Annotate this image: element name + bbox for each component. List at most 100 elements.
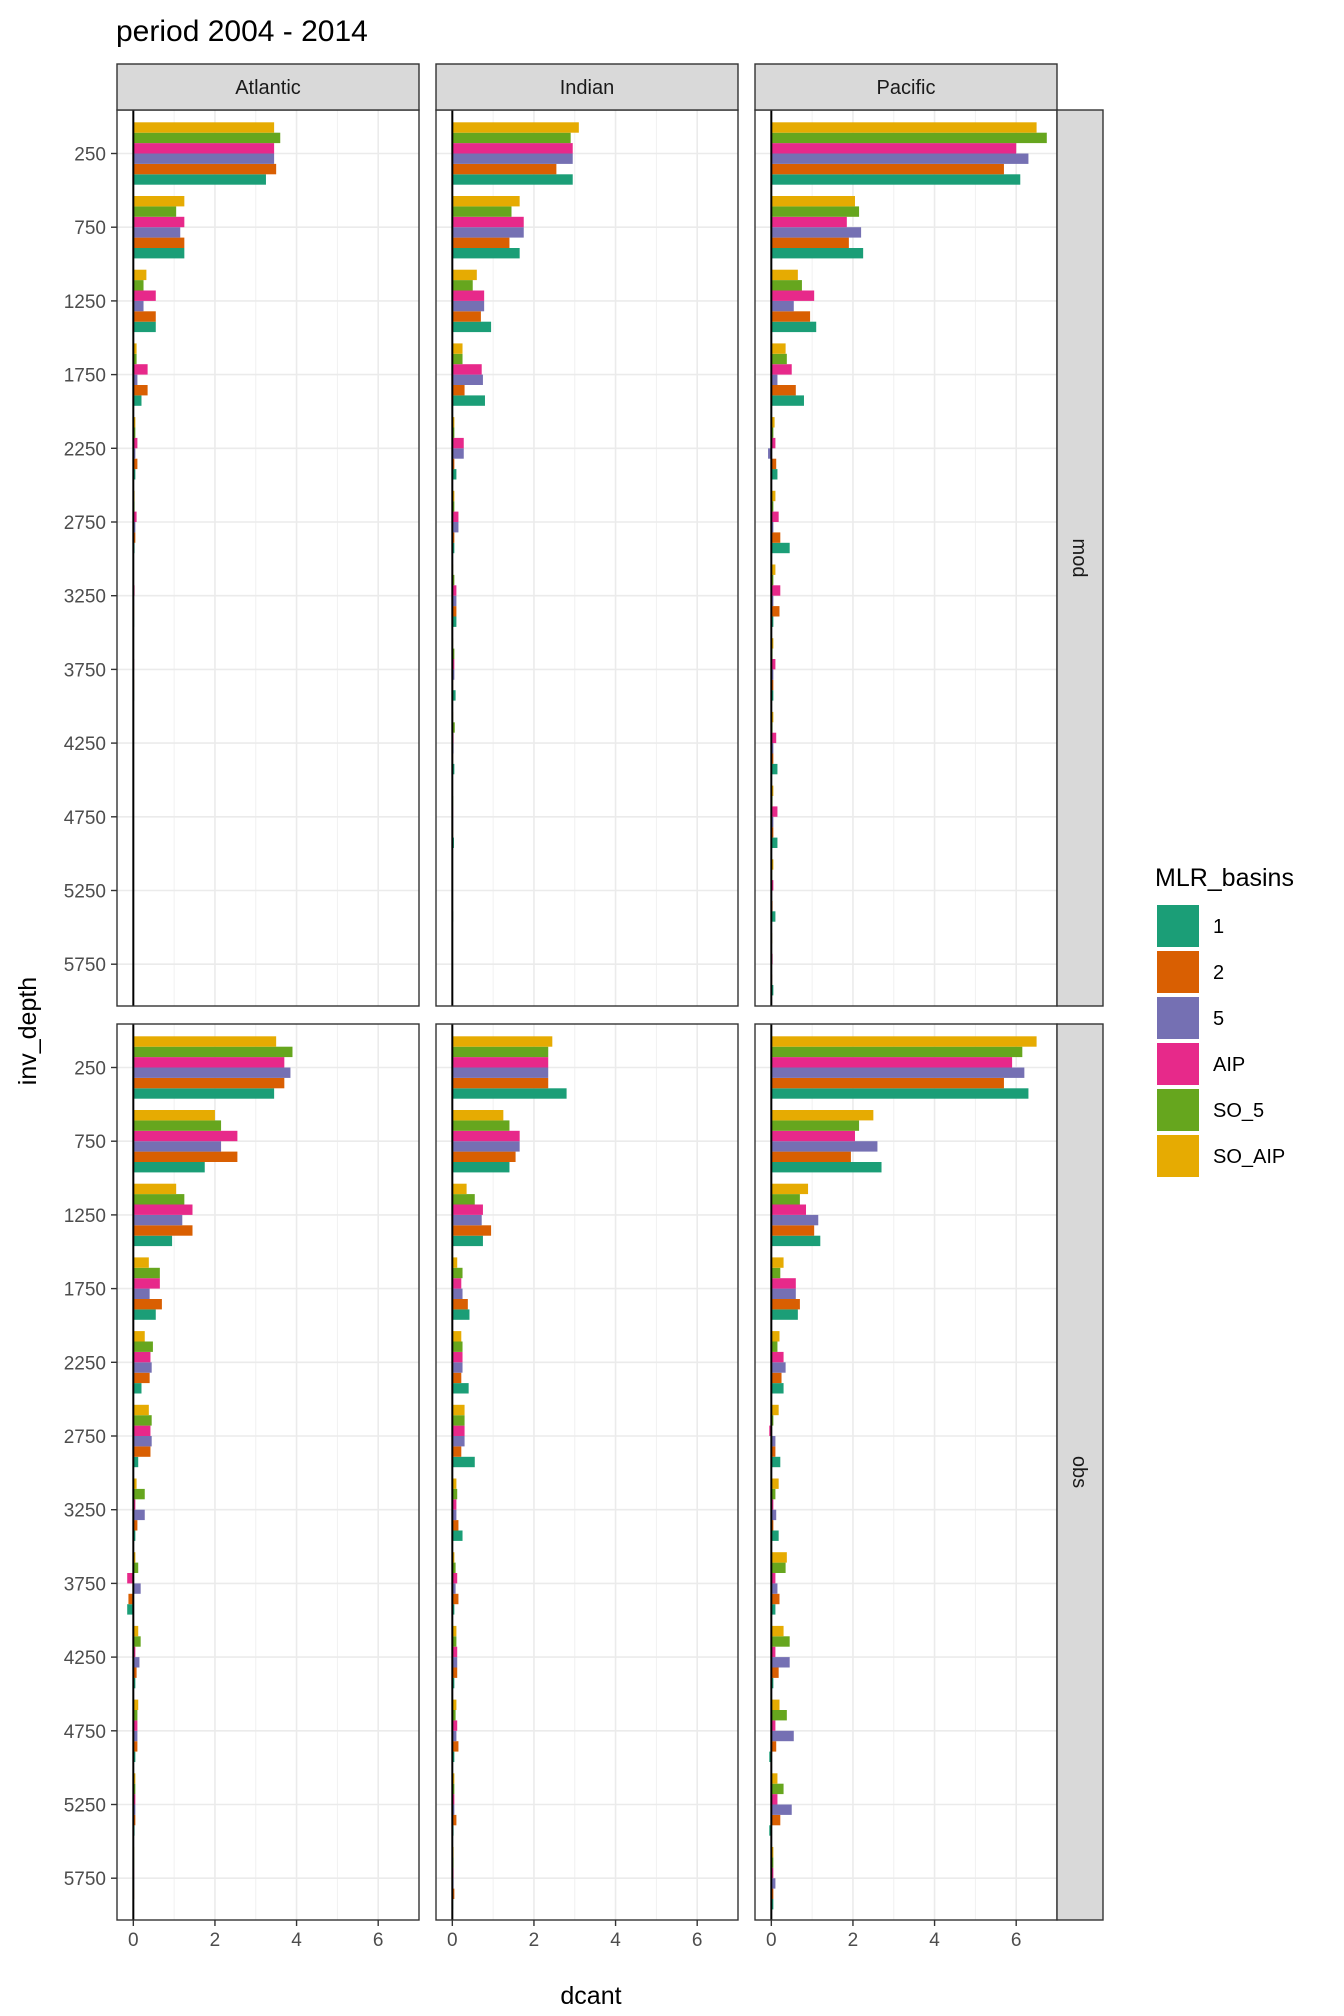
bar-1 (452, 616, 457, 627)
bar-aip (452, 1499, 457, 1510)
bar-1 (771, 837, 778, 848)
bar-so_aip (452, 490, 455, 502)
legend-swatch (1157, 905, 1199, 947)
bar-so_5 (452, 1120, 510, 1131)
y-tick-label: 4750 (64, 1722, 106, 1743)
legend-label: 5 (1213, 1008, 1224, 1030)
panel-background (755, 110, 1057, 1006)
bar-1 (133, 469, 136, 480)
bar-1 (771, 1162, 882, 1173)
bar-so_5 (133, 1562, 139, 1573)
facet-panels (116, 109, 1058, 1921)
bar-1 (771, 1456, 781, 1468)
x-tick-label: 2 (529, 1930, 540, 1951)
bar-1 (771, 542, 790, 554)
panel-background (755, 1024, 1057, 1920)
x-tick-label: 2 (848, 1930, 859, 1951)
legend-label: 2 (1213, 962, 1224, 984)
bar-so_aip (133, 1404, 149, 1416)
bar-2 (771, 1667, 779, 1678)
bar-so_aip (771, 638, 774, 649)
y-tick-label: 4250 (64, 734, 106, 755)
bar-1 (771, 616, 774, 627)
bar-so_5 (771, 1341, 778, 1352)
bar-2 (771, 385, 796, 396)
bar-2 (771, 237, 849, 248)
bar-aip (452, 1130, 520, 1142)
strip-atlantic: Atlantic (116, 63, 420, 111)
bar-aip (771, 1720, 776, 1731)
bar-5 (771, 1509, 777, 1521)
bar-2 (771, 532, 781, 543)
bar-5 (452, 300, 485, 312)
plot-title: period 2004 - 2014 (116, 15, 368, 48)
bar-so_5 (771, 1857, 774, 1868)
bar-2 (133, 1372, 150, 1384)
bar-2 (771, 1372, 782, 1384)
bar-5 (452, 153, 573, 164)
x-tick-label: 6 (1011, 1930, 1022, 1951)
bar-1 (771, 1530, 779, 1541)
strip-label: obs (1068, 1456, 1090, 1488)
bar-5 (452, 1288, 463, 1299)
bar-5 (771, 1804, 792, 1815)
bar-5 (452, 522, 459, 533)
bar-aip (771, 216, 847, 228)
bar-so_aip (133, 1257, 149, 1268)
bar-1 (769, 1751, 772, 1762)
bar-aip (771, 732, 777, 744)
bar-5 (771, 1141, 878, 1152)
bar-5 (771, 522, 774, 533)
legend-item-so_5: SO_5 (1157, 1089, 1264, 1131)
bar-aip (133, 1646, 136, 1658)
bar-so_aip (771, 490, 776, 502)
bar-so_5 (771, 1710, 787, 1721)
bar-1 (127, 1604, 134, 1615)
bar-5 (133, 1288, 150, 1299)
bar-2 (452, 163, 557, 175)
bar-5 (771, 1730, 794, 1742)
bar-2 (771, 458, 777, 470)
bar-aip (452, 437, 464, 449)
bar-5 (452, 1141, 520, 1152)
bar-2 (452, 1667, 458, 1678)
bar-1 (771, 1235, 821, 1247)
legend-label: SO_AIP (1213, 1146, 1285, 1168)
bar-so_5 (771, 1783, 784, 1795)
bar-1 (452, 1383, 469, 1394)
bar-1 (133, 1309, 156, 1320)
bar-aip (452, 659, 455, 670)
bar-1 (452, 1456, 475, 1468)
bar-aip (771, 1351, 784, 1363)
bar-5 (771, 743, 774, 754)
strip-background (116, 63, 420, 111)
panel-border (435, 1023, 739, 1921)
bar-aip (452, 216, 524, 228)
bar-so_5 (452, 280, 473, 291)
bar-5 (452, 1804, 455, 1815)
bar-so_aip (771, 564, 776, 575)
x-tick-label: 4 (291, 1930, 302, 1951)
bar-5 (452, 1214, 482, 1226)
strip-background (1056, 1023, 1104, 1921)
legend-label: 1 (1213, 916, 1224, 938)
bar-2 (133, 237, 185, 248)
strip-label: Indian (560, 77, 615, 99)
bar-aip (133, 143, 275, 154)
x-tick-label: 4 (929, 1930, 940, 1951)
bar-aip (133, 1794, 136, 1805)
bar-2 (452, 1225, 492, 1236)
bar-so_5 (771, 1636, 790, 1647)
y-tick-label: 2750 (64, 1427, 106, 1448)
bar-2 (771, 1520, 774, 1531)
bar-so_aip (133, 1625, 139, 1637)
bar-5 (771, 1362, 786, 1373)
bar-1 (452, 174, 573, 185)
bar-5 (771, 595, 774, 607)
bar-1 (771, 174, 1021, 185)
bar-2 (771, 1151, 851, 1162)
bar-2 (771, 827, 774, 838)
row-strips: mod obs (1056, 109, 1104, 1921)
bar-so_5 (133, 1194, 185, 1205)
x-axes: 0 2 4 6 0 2 4 6 0 2 4 6 (128, 1920, 1021, 1951)
